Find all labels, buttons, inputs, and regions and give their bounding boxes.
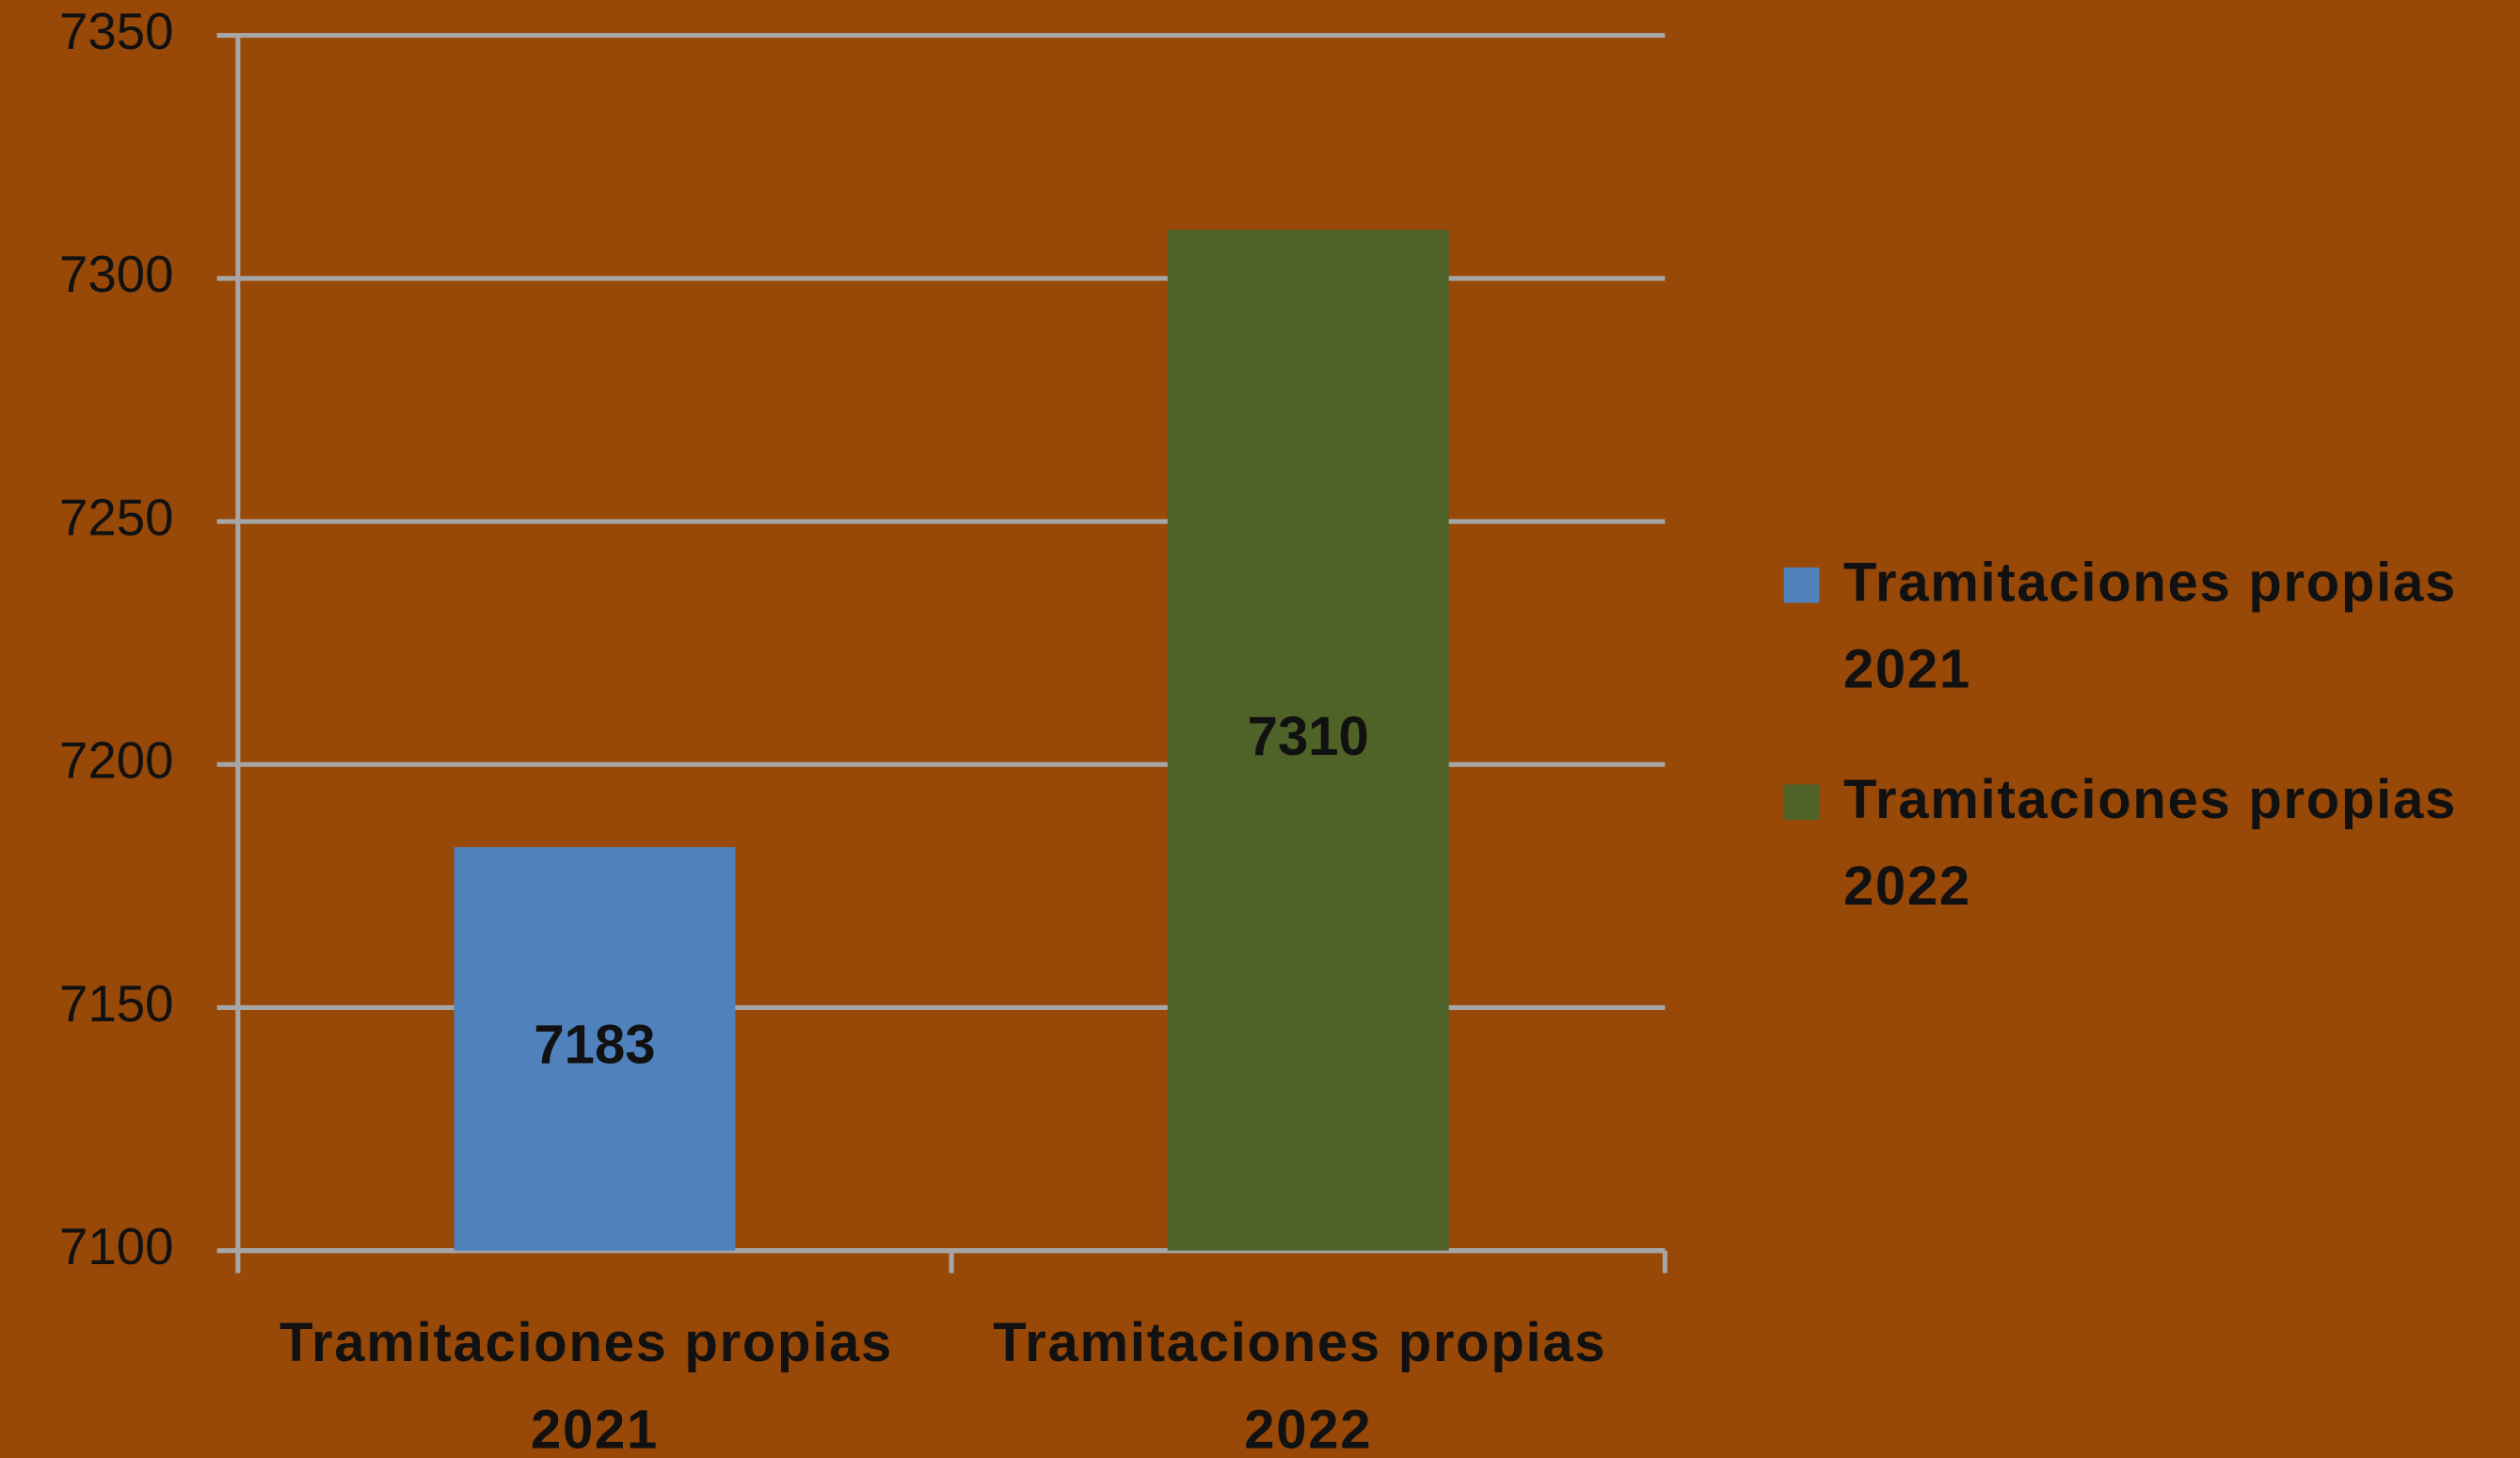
legend-swatch <box>1783 567 1820 603</box>
data-label: 7310 <box>1248 706 1369 767</box>
y-tick-label: 7300 <box>59 246 174 303</box>
legend-label: Tramitaciones propias 2021 <box>1843 553 2474 700</box>
legend-label: Tramitaciones propias 2022 <box>1843 769 2474 917</box>
data-label: 7183 <box>534 1015 655 1076</box>
x-tick-label: Tramitaciones propias 2021 <box>279 1313 910 1458</box>
bar <box>1167 230 1449 1251</box>
y-tick-label: 7100 <box>59 1218 174 1275</box>
legend-swatch <box>1783 784 1820 820</box>
y-tick-label: 7150 <box>59 975 174 1033</box>
x-tick-label: Tramitaciones propias 2022 <box>993 1313 1623 1458</box>
y-tick-label: 7350 <box>59 3 174 60</box>
bar <box>454 847 736 1251</box>
y-tick-label: 7200 <box>59 732 174 790</box>
y-tick-label: 7250 <box>59 489 174 546</box>
